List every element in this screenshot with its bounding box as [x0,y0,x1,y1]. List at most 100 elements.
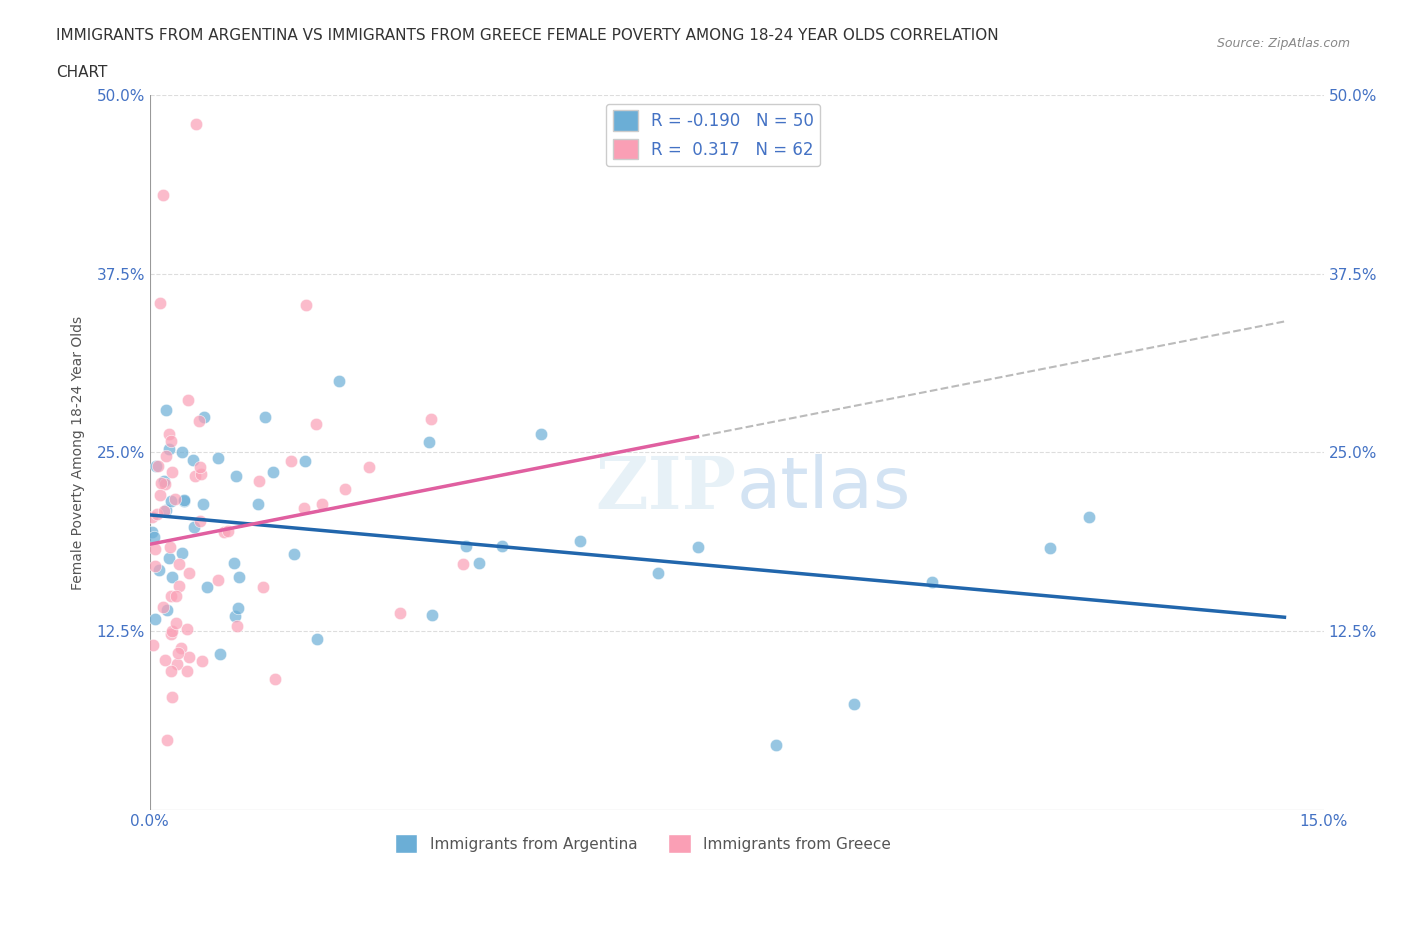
Point [159,494,181,509]
Point [195,579,218,594]
Point [304,417,326,432]
Point [146,458,169,473]
Point [647,565,669,580]
Point [190,466,212,481]
Legend: Immigrants from Argentina, Immigrants from Greece: Immigrants from Argentina, Immigrants fr… [388,829,897,859]
Point [157,551,180,565]
Point [686,540,709,555]
Point [422,607,444,622]
Point [155,402,177,417]
Point [148,563,170,578]
Point [149,487,172,502]
Point [389,605,412,620]
Point [143,541,166,556]
Point [176,664,198,679]
Point [145,458,167,473]
Point [217,524,239,538]
Point [184,469,207,484]
Point [420,412,443,427]
Point [149,295,172,310]
Point [156,603,179,618]
Point [252,579,274,594]
Text: atlas: atlas [737,454,911,523]
Point [160,689,183,704]
Text: ZIP: ZIP [596,453,737,524]
Point [191,497,214,512]
Point [456,538,478,553]
Point [491,538,513,553]
Point [357,459,380,474]
Point [246,497,269,512]
Point [228,570,250,585]
Point [157,427,180,442]
Point [176,622,198,637]
Point [262,464,284,479]
Point [188,459,211,474]
Point [142,638,165,653]
Point [921,575,943,590]
Point [152,599,174,614]
Point [156,732,179,747]
Point [208,646,231,661]
Point [295,298,318,312]
Point [307,631,329,646]
Text: Source: ZipAtlas.com: Source: ZipAtlas.com [1216,37,1350,50]
Point [170,546,193,561]
Point [207,450,229,465]
Point [165,492,187,507]
Point [155,502,177,517]
Point [173,494,195,509]
Point [530,426,553,441]
Point [328,374,350,389]
Point [191,654,214,669]
Point [335,482,357,497]
Point [153,653,176,668]
Point [1039,540,1062,555]
Point [159,664,181,679]
Point [160,569,183,584]
Point [167,645,190,660]
Point [283,547,305,562]
Point [160,589,183,604]
Point [141,525,163,539]
Point [146,507,169,522]
Point [254,409,277,424]
Point [153,503,176,518]
Point [186,116,208,131]
Point [224,608,246,623]
Point [170,641,193,656]
Point [160,465,183,480]
Point [169,578,191,593]
Point [160,627,183,642]
Point [569,534,592,549]
Point [280,453,302,468]
Point [842,697,865,711]
Point [165,588,187,603]
Point [451,557,474,572]
Point [188,414,211,429]
Point [207,572,229,587]
Point [294,453,316,468]
Point [173,493,195,508]
Point [160,433,183,448]
Point [247,473,270,488]
Point [169,556,191,571]
Point [172,445,194,459]
Point [418,435,440,450]
Text: IMMIGRANTS FROM ARGENTINA VS IMMIGRANTS FROM GREECE FEMALE POVERTY AMONG 18-24 Y: IMMIGRANTS FROM ARGENTINA VS IMMIGRANTS … [56,28,998,43]
Point [159,539,181,554]
Point [226,600,249,615]
Point [181,452,204,467]
Point [226,619,249,634]
Point [177,392,200,407]
Point [143,559,166,574]
Point [165,616,187,631]
Point [212,525,235,539]
Point [143,612,166,627]
Point [177,650,200,665]
Point [225,469,247,484]
Point [153,473,176,488]
Text: CHART: CHART [56,65,108,80]
Point [311,497,333,512]
Y-axis label: Female Poverty Among 18-24 Year Olds: Female Poverty Among 18-24 Year Olds [72,315,86,590]
